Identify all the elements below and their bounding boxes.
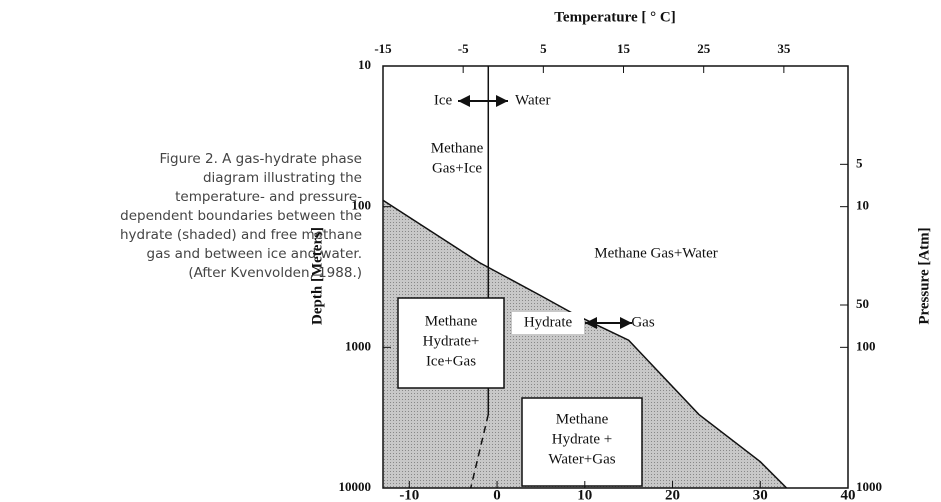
region-label: Gas: [631, 314, 654, 330]
region-label: Water: [515, 92, 550, 108]
label-bg: [512, 312, 584, 334]
y-tick-label: 10000: [339, 479, 372, 494]
arrowhead: [620, 317, 632, 329]
arrowhead: [458, 95, 470, 107]
x2-tick-label: 15: [617, 41, 631, 56]
y2-tick-label: 5: [856, 155, 863, 170]
plot-frame: [382, 65, 849, 489]
y2-tick-label: 100: [856, 338, 876, 353]
x-tick-label: 10: [577, 487, 592, 502]
y2-tick-label: 10: [856, 198, 869, 213]
region-label: Hydrate: [524, 314, 573, 330]
ice-water-boundary: [470, 414, 490, 489]
x-tick-label: -10: [399, 487, 419, 502]
region-label: Methane Gas+Water: [594, 245, 717, 261]
y-tick-label: 10: [358, 57, 371, 72]
region-label: Hydrate+: [423, 333, 480, 349]
x2-tick-label: 35: [777, 41, 791, 56]
y2-tick-label: 50: [856, 296, 869, 311]
arrowhead: [585, 317, 597, 329]
label-box: [397, 297, 505, 389]
label-box: [521, 397, 643, 487]
region-label: Ice+Gas: [426, 353, 476, 369]
x2-tick-label: 5: [540, 41, 547, 56]
x2-tick-label: -15: [374, 41, 392, 56]
y-axis-title: Depth [Meters]: [309, 227, 325, 325]
region-label: Gas+Ice: [432, 160, 482, 176]
region-label: Water+Gas: [548, 451, 615, 467]
hydrate-boundary: [382, 199, 788, 489]
x-tick-label: 0: [493, 487, 501, 502]
region-label: Methane: [556, 411, 609, 427]
hydrate-region: [383, 200, 787, 489]
arrowhead: [496, 95, 508, 107]
region-label: Methane: [431, 140, 484, 156]
y2-axis-title: Pressure [Atm]: [916, 227, 932, 324]
y-tick-label: 100: [352, 198, 372, 213]
x-tick-label: 40: [841, 487, 856, 502]
x2-tick-label: -5: [458, 41, 469, 56]
x-tick-label: 30: [753, 487, 768, 502]
x2-axis-title: Temperature [ ° C]: [554, 9, 675, 25]
x2-tick-label: 25: [697, 41, 711, 56]
region-label: Hydrate +: [552, 431, 613, 447]
caption: Figure 2. A gas-hydrate phase diagram il…: [120, 151, 362, 281]
region-label: Methane: [425, 313, 478, 329]
region-label: Ice: [434, 92, 453, 108]
y-tick-label: 1000: [345, 338, 371, 353]
x-tick-label: 20: [665, 487, 680, 502]
y2-tick-label: 1000: [856, 479, 882, 494]
